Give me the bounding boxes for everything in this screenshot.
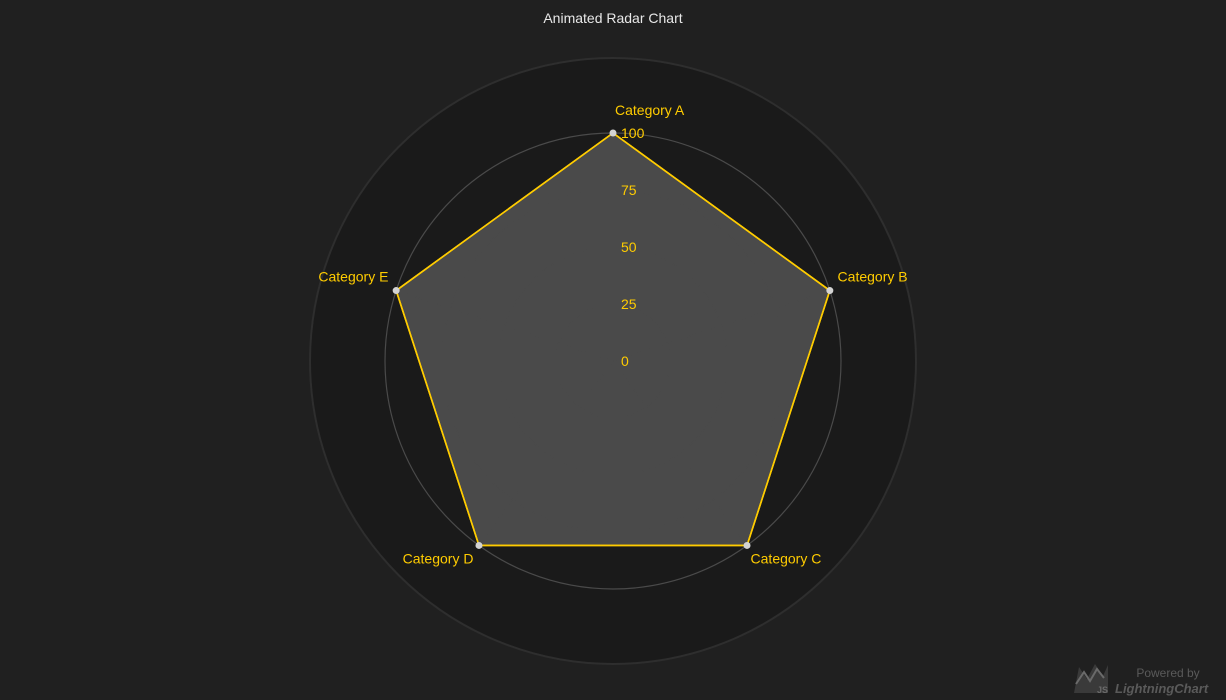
- radial-tick-label: 50: [621, 239, 637, 255]
- category-label: Category B: [838, 269, 908, 285]
- grid-ring-outer: [309, 57, 917, 665]
- grid-spoke: [478, 360, 614, 546]
- grid-spoke: [612, 360, 748, 546]
- watermark-brand-text: LightningChart: [1115, 681, 1209, 696]
- radial-tick-label: 25: [621, 296, 637, 312]
- watermark-powered-text: Powered by: [1136, 666, 1199, 680]
- radial-tick-label: 75: [621, 182, 637, 198]
- category-labels: Category A Category B Category C Category D…: [318, 102, 907, 566]
- data-point[interactable]: [743, 541, 751, 549]
- radial-grid: [309, 57, 917, 665]
- chart-title: Animated Radar Chart: [543, 10, 682, 26]
- data-point[interactable]: [826, 287, 834, 295]
- series-line: [395, 132, 831, 547]
- grid-spoke: [395, 289, 614, 362]
- category-label: Category C: [751, 550, 822, 566]
- category-label: Category D: [403, 550, 474, 566]
- category-label: Category A: [615, 102, 685, 118]
- data-point[interactable]: [475, 541, 483, 549]
- powered-by-watermark[interactable]: JS Powered by LightningChart: [1074, 664, 1209, 696]
- data-point[interactable]: [609, 129, 617, 137]
- logo-js-mark: JS: [1097, 685, 1108, 695]
- lightningchart-logo-icon: JS: [1074, 664, 1108, 695]
- grid-spoke: [612, 289, 831, 362]
- radial-tick-labels: 0 25 50 75 100: [621, 125, 645, 369]
- radial-tick-label: 0: [621, 353, 629, 369]
- series-outline-layer: [392, 129, 834, 549]
- category-label: Category E: [318, 269, 388, 285]
- data-point[interactable]: [392, 287, 400, 295]
- radial-tick-label: 100: [621, 125, 645, 141]
